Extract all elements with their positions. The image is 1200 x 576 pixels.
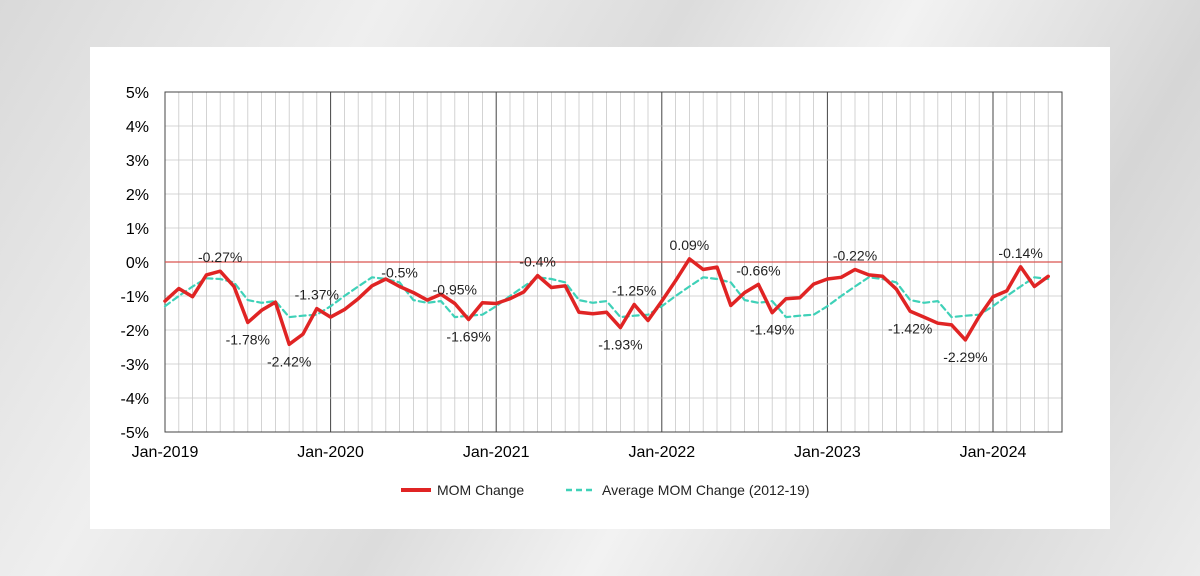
y-tick-label: -2% xyxy=(121,323,149,340)
legend-avg-label: Average MOM Change (2012-19) xyxy=(602,482,810,498)
data-label: -1.25% xyxy=(612,283,656,299)
x-tick-label: Jan-2023 xyxy=(794,444,861,461)
y-tick-label: -1% xyxy=(121,289,149,306)
y-tick-label: 4% xyxy=(126,119,149,136)
y-tick-label: 0% xyxy=(126,255,149,272)
y-tick-label: 1% xyxy=(126,221,149,238)
data-label: -1.49% xyxy=(750,322,794,338)
data-label: -0.27% xyxy=(198,249,242,265)
data-labels: -0.27% -1.78% -2.42% -1.37% -0.5% -0.95% -1.69… xyxy=(198,237,1043,369)
data-label: -2.42% xyxy=(267,353,311,369)
data-label: -1.93% xyxy=(598,337,642,353)
axes: 5% 4% 3% 2% 1% 0% -1% -2% -3% -4% -5% Jan-2019 Jan-2… xyxy=(121,85,1063,461)
legend: MOM Change Average MOM Change (2012-19) xyxy=(401,482,810,498)
legend-mom-label: MOM Change xyxy=(437,482,524,498)
data-label: -0.5% xyxy=(381,264,418,280)
line-chart: 5% 4% 3% 2% 1% 0% -1% -2% -3% -4% -5% Jan-2019 Jan-2… xyxy=(121,85,1063,498)
x-tick-label: Jan-2021 xyxy=(463,444,530,461)
chart-card: 5% 4% 3% 2% 1% 0% -1% -2% -3% -4% -5% Jan-2019 Jan-2… xyxy=(90,47,1110,529)
data-label: 0.09% xyxy=(670,237,710,253)
y-tick-label: -3% xyxy=(121,357,149,374)
mom-change-line xyxy=(163,257,1050,347)
data-label: -1.69% xyxy=(446,328,490,344)
x-tick-label: Jan-2024 xyxy=(960,444,1027,461)
data-label: -0.66% xyxy=(736,262,780,278)
y-tick-label: -5% xyxy=(121,425,149,442)
data-label: -2.29% xyxy=(943,349,987,365)
data-label: -1.37% xyxy=(295,287,339,303)
y-tick-label: -4% xyxy=(121,391,149,408)
data-label: -0.4% xyxy=(519,254,556,270)
data-label: -1.42% xyxy=(888,320,932,336)
y-tick-label: 3% xyxy=(126,153,149,170)
x-tick-label: Jan-2019 xyxy=(132,444,199,461)
y-tick-label: 2% xyxy=(126,187,149,204)
x-tick-label: Jan-2020 xyxy=(297,444,364,461)
x-tick-label: Jan-2022 xyxy=(628,444,695,461)
data-label: -1.78% xyxy=(226,332,270,348)
data-label: -0.22% xyxy=(833,247,877,263)
data-label: -0.14% xyxy=(998,245,1042,261)
y-tick-label: 5% xyxy=(126,85,149,102)
data-label: -0.95% xyxy=(433,281,477,297)
series xyxy=(163,257,1050,347)
